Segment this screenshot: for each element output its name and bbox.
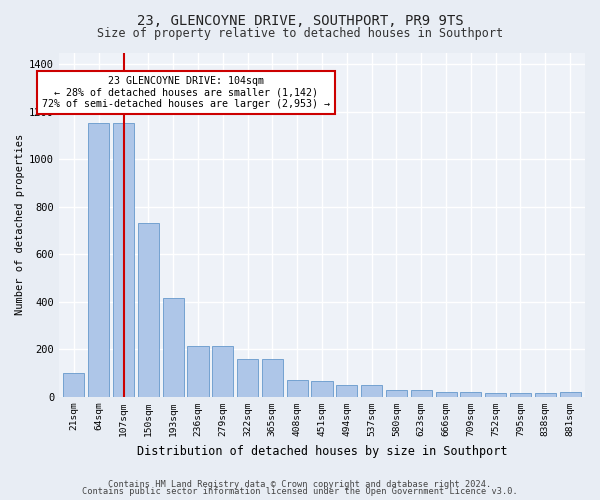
Text: Contains public sector information licensed under the Open Government Licence v3: Contains public sector information licen… — [82, 487, 518, 496]
Bar — [237, 359, 258, 397]
Bar — [436, 392, 457, 397]
Bar — [212, 346, 233, 397]
Text: 23 GLENCOYNE DRIVE: 104sqm
← 28% of detached houses are smaller (1,142)
72% of s: 23 GLENCOYNE DRIVE: 104sqm ← 28% of deta… — [41, 76, 329, 110]
Bar — [560, 392, 581, 397]
Text: 23, GLENCOYNE DRIVE, SOUTHPORT, PR9 9TS: 23, GLENCOYNE DRIVE, SOUTHPORT, PR9 9TS — [137, 14, 463, 28]
Bar — [336, 385, 358, 397]
Bar — [485, 392, 506, 397]
Bar — [311, 382, 332, 397]
Text: Size of property relative to detached houses in Southport: Size of property relative to detached ho… — [97, 28, 503, 40]
Bar — [411, 390, 432, 397]
Bar — [535, 393, 556, 397]
Bar — [262, 359, 283, 397]
Bar — [460, 392, 481, 397]
X-axis label: Distribution of detached houses by size in Southport: Distribution of detached houses by size … — [137, 444, 507, 458]
Bar — [187, 346, 209, 397]
Bar — [113, 122, 134, 397]
Bar — [163, 298, 184, 397]
Bar — [138, 224, 159, 397]
Bar — [386, 390, 407, 397]
Bar — [64, 373, 85, 397]
Bar — [361, 386, 382, 397]
Bar — [287, 380, 308, 397]
Bar — [510, 393, 531, 397]
Bar — [88, 122, 109, 397]
Y-axis label: Number of detached properties: Number of detached properties — [15, 134, 25, 316]
Text: Contains HM Land Registry data © Crown copyright and database right 2024.: Contains HM Land Registry data © Crown c… — [109, 480, 491, 489]
